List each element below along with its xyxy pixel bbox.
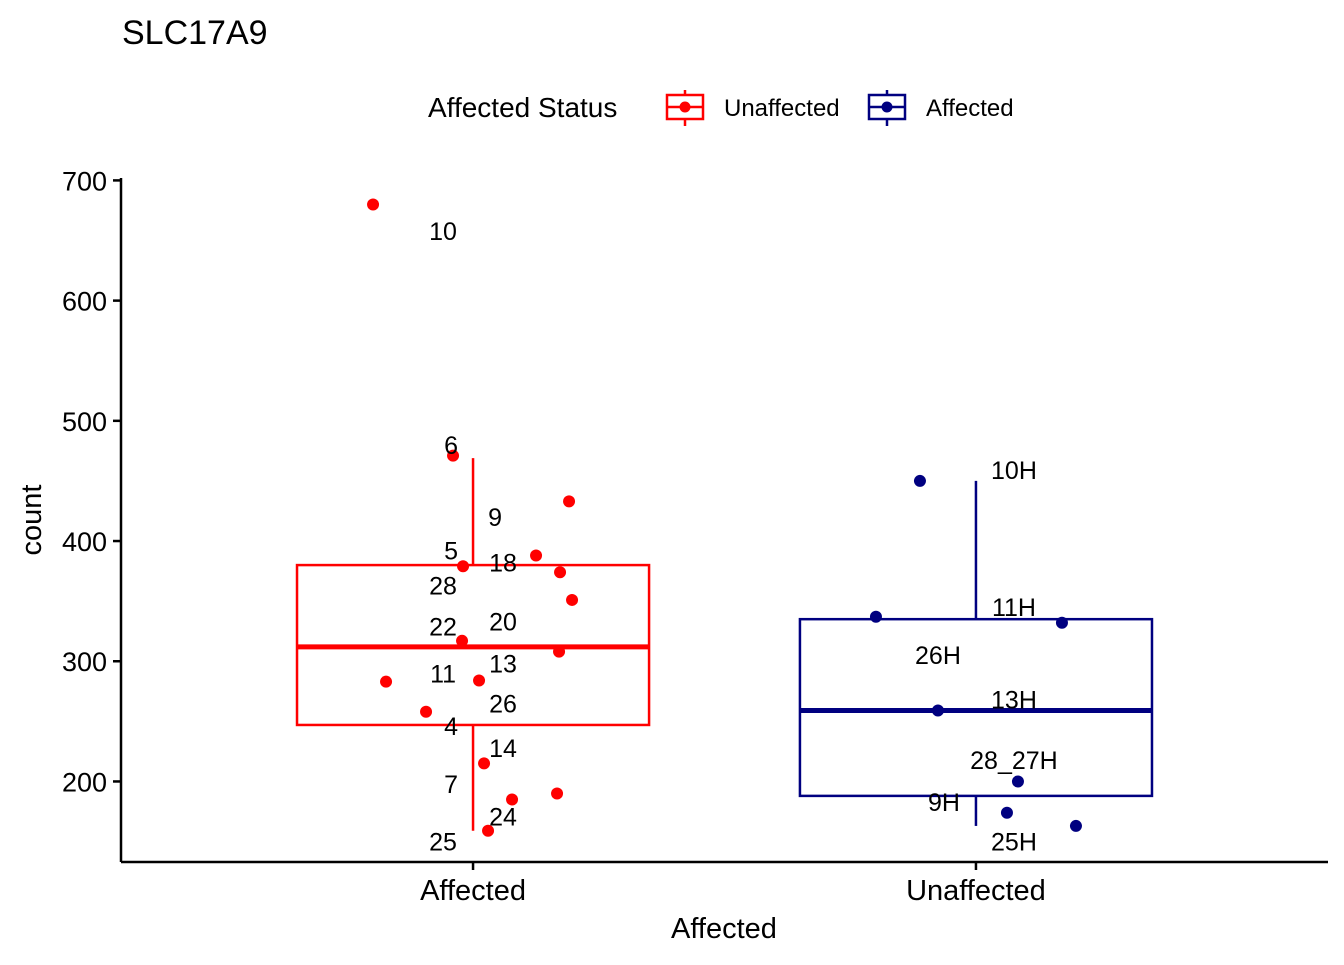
data-point-11h — [869, 610, 882, 623]
legend-label-unaffected: Unaffected — [724, 95, 840, 122]
legend-key-affected — [867, 90, 907, 126]
y-axis-title: count — [16, 485, 48, 556]
data-point-6 — [447, 449, 460, 462]
chart-title: SLC17A9 — [122, 14, 268, 52]
data-label-13h: 13H — [991, 687, 1037, 715]
box-unaffected-iqr — [798, 617, 1154, 798]
legend-key-unaffected — [665, 90, 705, 126]
data-label-10h: 10H — [991, 457, 1037, 485]
legend-key-unaffected-point — [679, 101, 691, 113]
data-point-9 — [563, 495, 576, 508]
data-label-11: 11 — [430, 660, 456, 688]
y-tick-label-600: 600 — [62, 287, 107, 317]
x-tick-label-unaffected: Unaffected — [906, 875, 1046, 907]
box-affected — [295, 458, 651, 831]
data-point-24 — [506, 793, 519, 806]
data-label-4: 4 — [444, 713, 458, 741]
data-point-25h — [1069, 819, 1082, 832]
x-tick-label-affected: Affected — [420, 875, 526, 907]
legend-key-affected-point — [881, 101, 893, 113]
data-label-24: 24 — [489, 803, 517, 831]
data-label-22: 22 — [429, 613, 457, 641]
data-point-28 — [554, 566, 567, 579]
data-label-26: 26 — [489, 690, 517, 718]
data-label-11h: 11H — [992, 594, 1036, 622]
y-tick-label-700: 700 — [62, 166, 107, 196]
data-point-14 — [478, 757, 491, 770]
x-axis-ticks: Affected Unaffected — [420, 862, 1046, 907]
data-label-9: 9 — [488, 504, 502, 532]
data-point-7 — [551, 787, 564, 800]
legend-label-affected: Affected — [926, 95, 1014, 122]
data-label-25h: 25H — [991, 829, 1037, 857]
box-unaffected — [798, 480, 1154, 826]
data-point-20 — [566, 593, 579, 606]
legend: Affected Status Unaffected Affected — [428, 90, 1014, 126]
data-label-18: 18 — [489, 550, 517, 578]
data-point-18 — [530, 549, 543, 562]
legend-title: Affected Status — [428, 92, 617, 123]
data-label-10: 10 — [429, 218, 457, 246]
data-label-28: 28 — [429, 573, 457, 601]
data-point-10h — [913, 474, 926, 487]
data-label-5: 5 — [444, 538, 458, 566]
data-label-28-27h: 28_27H — [970, 747, 1058, 775]
data-label-13: 13 — [489, 651, 517, 679]
y-tick-label-200: 200 — [62, 767, 107, 797]
data-label-20: 20 — [489, 609, 517, 637]
data-label-14: 14 — [489, 735, 517, 763]
x-axis-title: Affected — [671, 913, 777, 945]
data-point-13h — [931, 704, 944, 717]
data-label-26h: 26H — [915, 642, 961, 670]
data-point-11 — [473, 674, 486, 687]
y-tick-label-500: 500 — [62, 407, 107, 437]
data-label-6: 6 — [444, 432, 458, 460]
data-point-4 — [420, 705, 433, 718]
y-axis-ticks: 200 300 400 500 600 700 — [62, 166, 121, 797]
plot-area: 10 6 9 18 5 28 20 22 13 11 26 4 14 7 24 25 10H 11H 26H 13H 2… — [295, 198, 1154, 857]
data-point-26h — [1055, 616, 1068, 629]
data-point-10 — [367, 198, 380, 211]
data-label-7: 7 — [444, 771, 458, 799]
data-point-26 — [380, 675, 393, 688]
data-point-9h — [1000, 806, 1013, 819]
data-point-25 — [482, 824, 495, 837]
data-point-5 — [457, 560, 470, 573]
data-label-25: 25 — [429, 829, 457, 857]
data-point-28-27h — [1011, 775, 1024, 788]
data-point-13 — [553, 645, 566, 658]
data-point-22 — [456, 634, 469, 647]
y-tick-label-400: 400 — [62, 527, 107, 557]
data-label-9h: 9H — [928, 789, 960, 817]
y-tick-label-300: 300 — [62, 647, 107, 677]
